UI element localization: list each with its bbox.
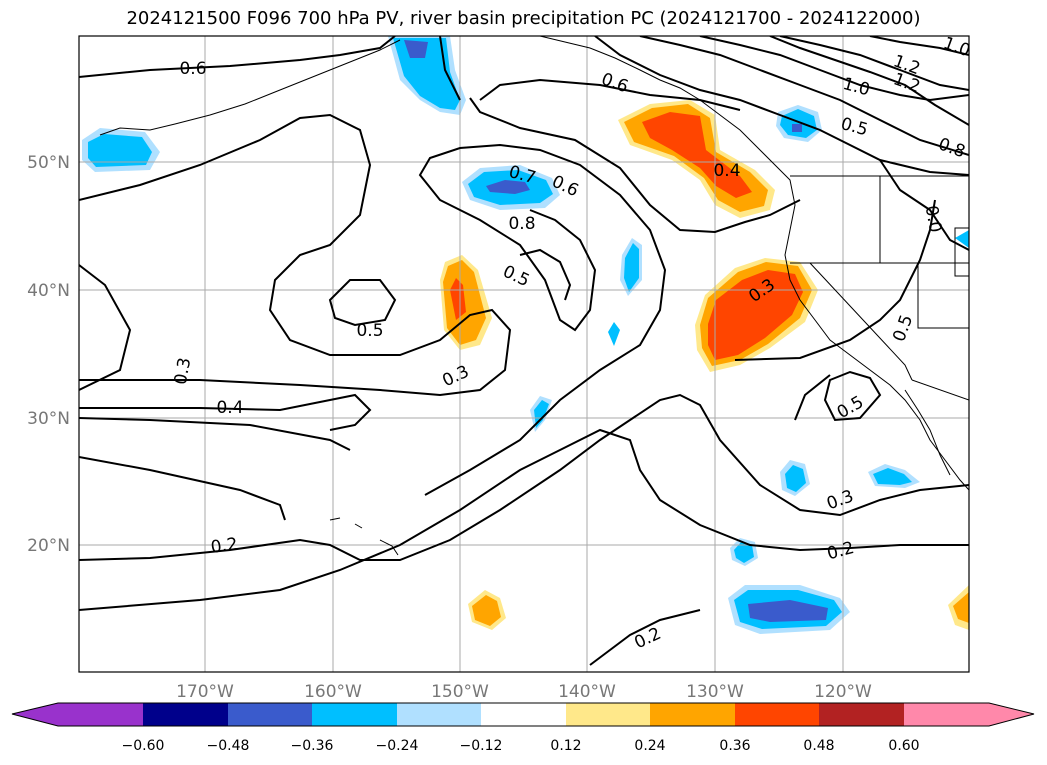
contour-label: 0.6 [599, 69, 631, 97]
colorbar-tick-label: −0.12 [460, 738, 503, 754]
lon-tick-label: 160°W [304, 682, 362, 702]
colorbar-segment [819, 703, 904, 726]
colorbar-tick-label: −0.36 [291, 738, 334, 754]
colorbar-segment [228, 703, 312, 726]
colorbar-segment [481, 703, 566, 726]
colorbar-outline [11, 702, 1035, 727]
colorbar-segment [397, 703, 481, 726]
contour-label: 0.6 [179, 59, 206, 79]
contour-label: 0.3 [171, 356, 195, 386]
coastlines [99, 36, 969, 556]
contour-label: 0.0 [921, 204, 945, 234]
lon-axis: 170°W 160°W 150°W 140°W 130°W 120°W [176, 682, 872, 702]
contour-label: 0.2 [210, 534, 240, 558]
colorbar-segment [650, 703, 735, 726]
colorbar-tick-label: 0.36 [719, 738, 750, 754]
colorbar-segment [12, 703, 58, 726]
lat-tick-label: 30°N [27, 409, 70, 429]
lat-tick-label: 40°N [27, 281, 70, 301]
contour-label: 0.2 [631, 624, 664, 654]
contour-label: 0.5 [356, 321, 383, 341]
colorbar-segment [58, 703, 143, 726]
contour-label: 0.5 [889, 312, 917, 344]
lon-tick-label: 130°W [686, 682, 744, 702]
contour-label: 0.4 [713, 161, 740, 181]
colorbar-tick-label: −0.60 [122, 738, 165, 754]
colorbar: −0.60 −0.48 −0.36 −0.24 −0.12 0.12 0.24 … [11, 702, 1035, 754]
lat-axis: 50°N 40°N 30°N 20°N [27, 153, 70, 556]
colorbar-segment [312, 703, 397, 726]
colorbar-tick-label: 0.60 [888, 738, 919, 754]
colorbar-tick-label: −0.48 [207, 738, 250, 754]
colorbar-tick-label: 0.48 [803, 738, 834, 754]
precip-shading [82, 36, 969, 634]
contour-label-group: 0.6 0.5 0.3 0.4 0.2 0.7 0.6 0.8 0.5 0.3 … [171, 33, 973, 653]
colorbar-segment [989, 703, 1034, 726]
lon-tick-label: 170°W [176, 682, 234, 702]
lon-tick-label: 140°W [558, 682, 616, 702]
colorbar-tick-label: −0.24 [376, 738, 419, 754]
contour-label: 0.5 [500, 262, 533, 292]
map-title: 2024121500 F096 700 hPa PV, river basin … [126, 8, 921, 29]
contour-label: 1.0 [941, 33, 973, 61]
lat-tick-label: 50°N [27, 153, 70, 173]
contour-label: 0.2 [825, 538, 856, 564]
lon-tick-label: 120°W [814, 682, 872, 702]
contour-label: 0.8 [508, 214, 535, 234]
map-frame [78, 35, 970, 673]
colorbar-tick-label: 0.12 [550, 738, 581, 754]
colorbar-segment [904, 703, 989, 726]
lon-tick-label: 150°W [431, 682, 489, 702]
colorbar-tick-label: 0.24 [634, 738, 665, 754]
lat-tick-label: 20°N [27, 536, 70, 556]
colorbar-segment [735, 703, 819, 726]
colorbar-segment [143, 703, 228, 726]
contour-label: 0.8 [936, 134, 968, 162]
contour-label: 0.3 [439, 362, 472, 392]
pv-contours [79, 36, 969, 666]
contour-label: 0.4 [216, 398, 243, 418]
colorbar-segment [566, 703, 650, 726]
contour-label: 1.0 [841, 74, 872, 100]
map-gridlines [79, 36, 969, 672]
